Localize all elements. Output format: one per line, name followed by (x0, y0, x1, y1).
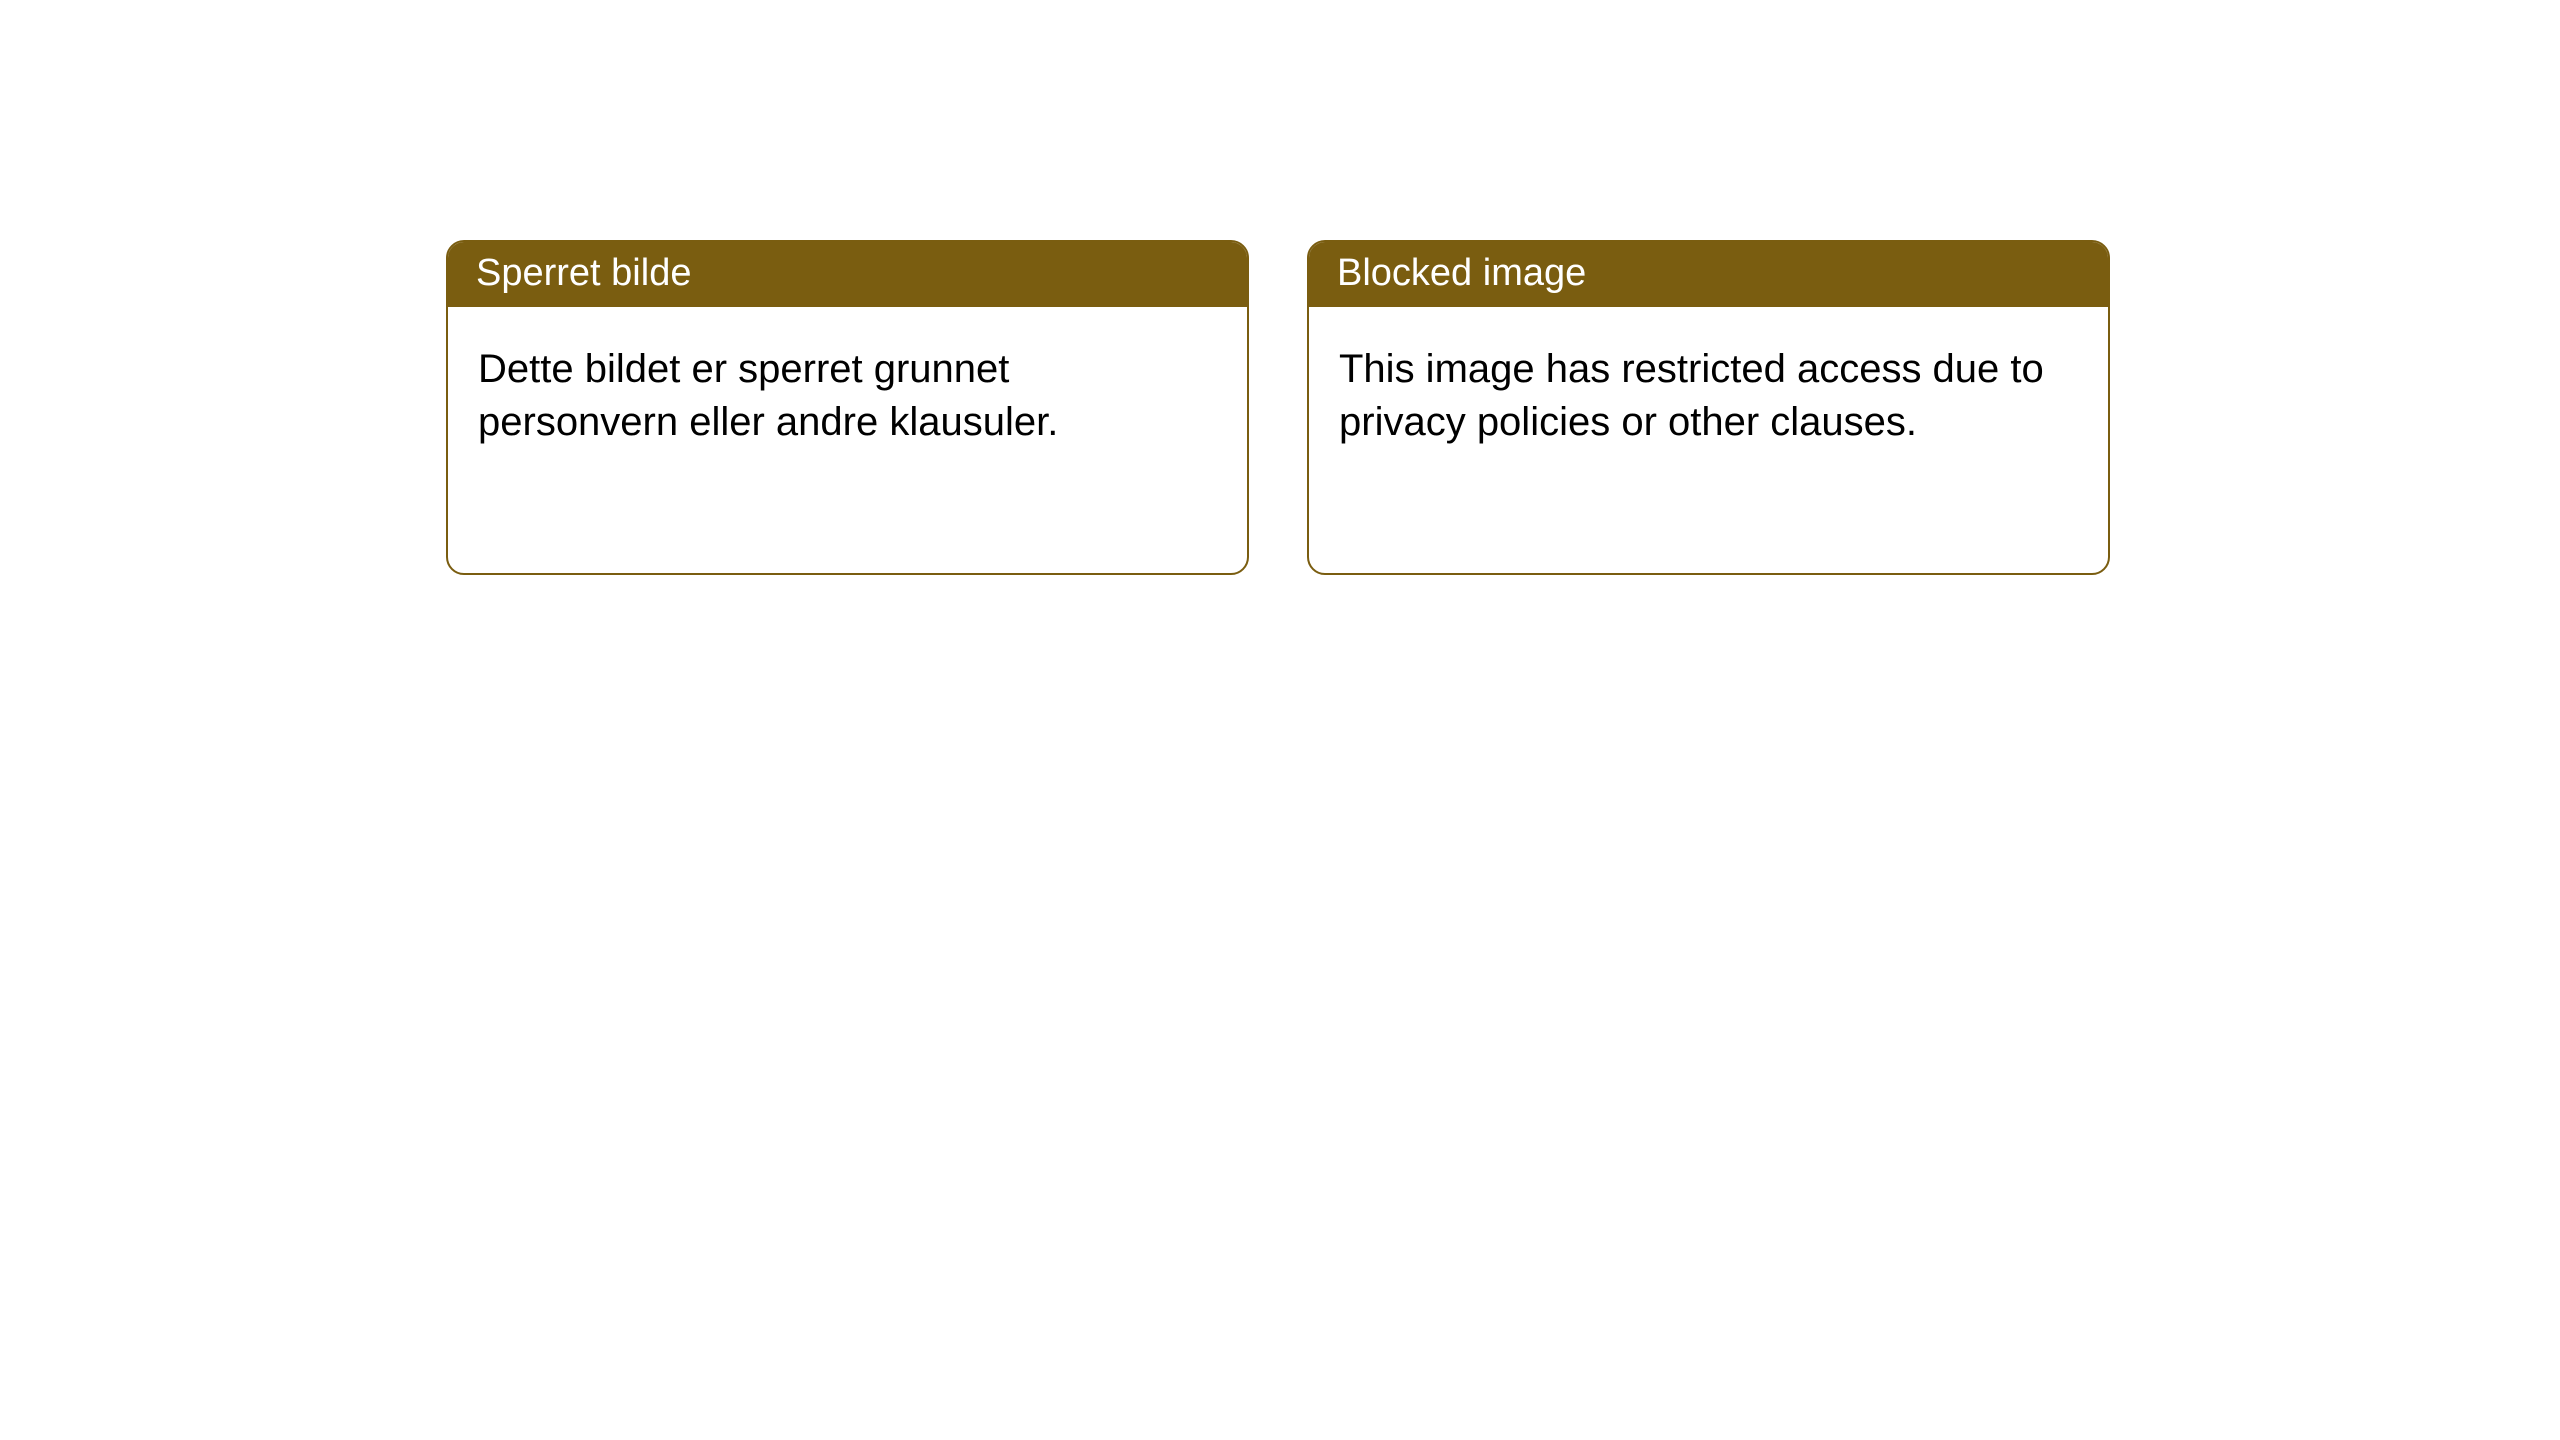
card-body: Dette bildet er sperret grunnet personve… (448, 307, 1247, 479)
card-header: Sperret bilde (448, 242, 1247, 307)
card-message: This image has restricted access due to … (1339, 347, 2044, 444)
card-title: Blocked image (1337, 252, 1586, 294)
card-message: Dette bildet er sperret grunnet personve… (478, 347, 1058, 444)
notice-card-norwegian: Sperret bilde Dette bildet er sperret gr… (446, 240, 1249, 575)
card-header: Blocked image (1309, 242, 2108, 307)
card-title: Sperret bilde (476, 252, 691, 294)
notice-cards-container: Sperret bilde Dette bildet er sperret gr… (446, 240, 2110, 575)
notice-card-english: Blocked image This image has restricted … (1307, 240, 2110, 575)
card-body: This image has restricted access due to … (1309, 307, 2108, 479)
